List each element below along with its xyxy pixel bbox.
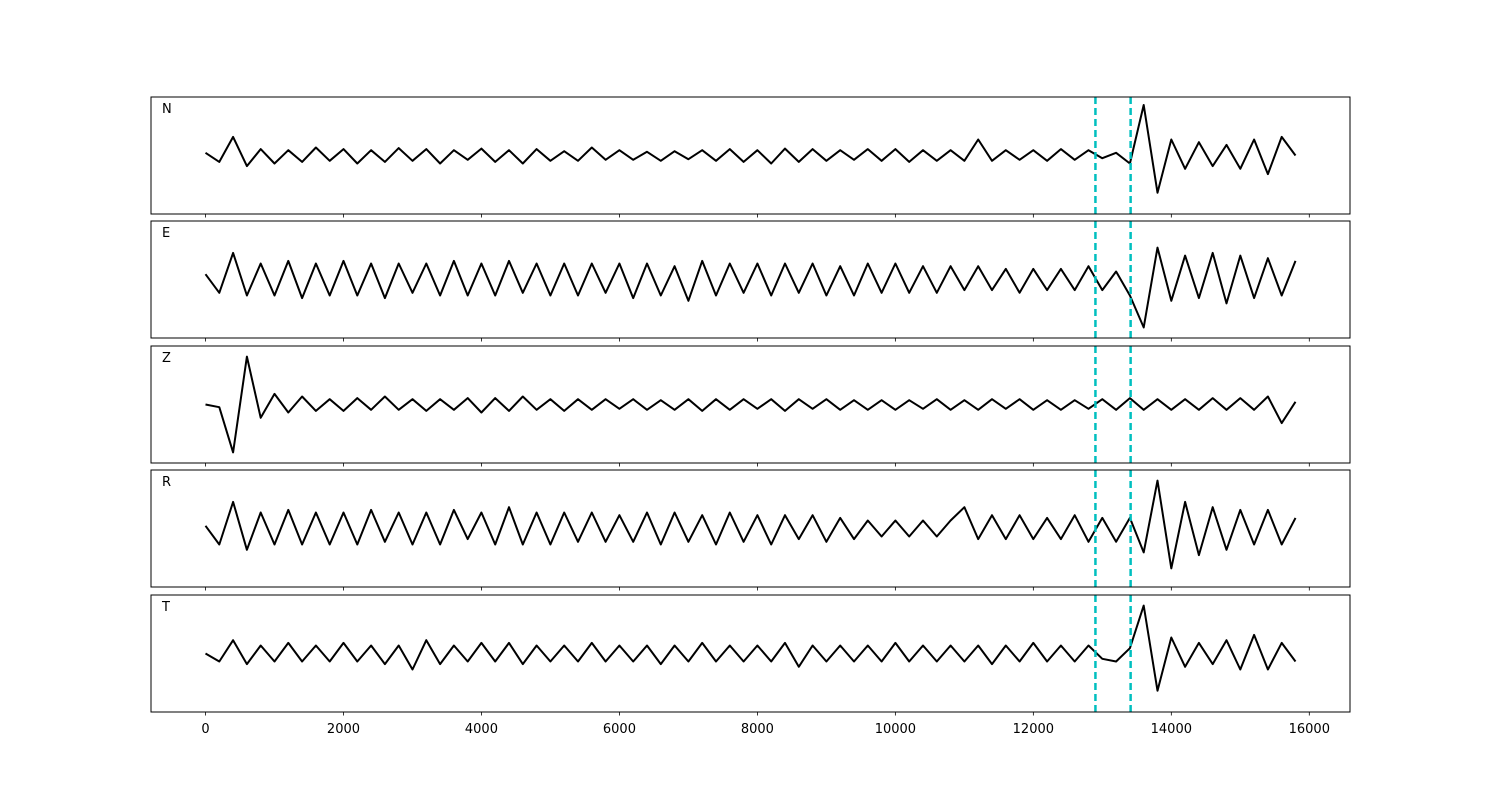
panel-r: R <box>150 469 1351 591</box>
x-tick-label: 0 <box>201 722 209 737</box>
panel-t: T <box>150 594 1351 716</box>
panel-frame <box>150 594 1351 713</box>
panel-label: E <box>162 226 170 241</box>
x-tick-label: 6000 <box>603 722 636 737</box>
panel-frame <box>150 220 1351 339</box>
panels: N E Z R T <box>150 96 1351 716</box>
x-tick-label: 14000 <box>1151 722 1192 737</box>
panel-frame <box>150 96 1351 215</box>
x-tick-label: 2000 <box>327 722 360 737</box>
panel-label: R <box>162 475 171 490</box>
trace-line-t <box>204 604 1297 692</box>
trace-line-r <box>204 479 1297 570</box>
trace-line-n <box>204 104 1297 194</box>
panel-e: E <box>150 220 1351 342</box>
panel-label: T <box>161 600 170 615</box>
x-tick-label: 10000 <box>875 722 916 737</box>
panel-frame <box>150 469 1351 588</box>
x-tick-label: 12000 <box>1013 722 1054 737</box>
panel-z: Z <box>150 345 1351 467</box>
panel-label: Z <box>162 351 171 366</box>
trace-line-z <box>205 355 1297 454</box>
x-tick-labels: 0 2000 4000 6000 8000 10000 12000 14000 16000 <box>201 722 1330 737</box>
panel-n: N <box>150 96 1351 218</box>
trace-line-e <box>204 246 1297 329</box>
x-tick-label: 8000 <box>741 722 774 737</box>
x-tick-label: 16000 <box>1289 722 1330 737</box>
panel-frame <box>150 345 1351 464</box>
panel-label: N <box>162 102 172 117</box>
x-tick-label: 4000 <box>465 722 498 737</box>
